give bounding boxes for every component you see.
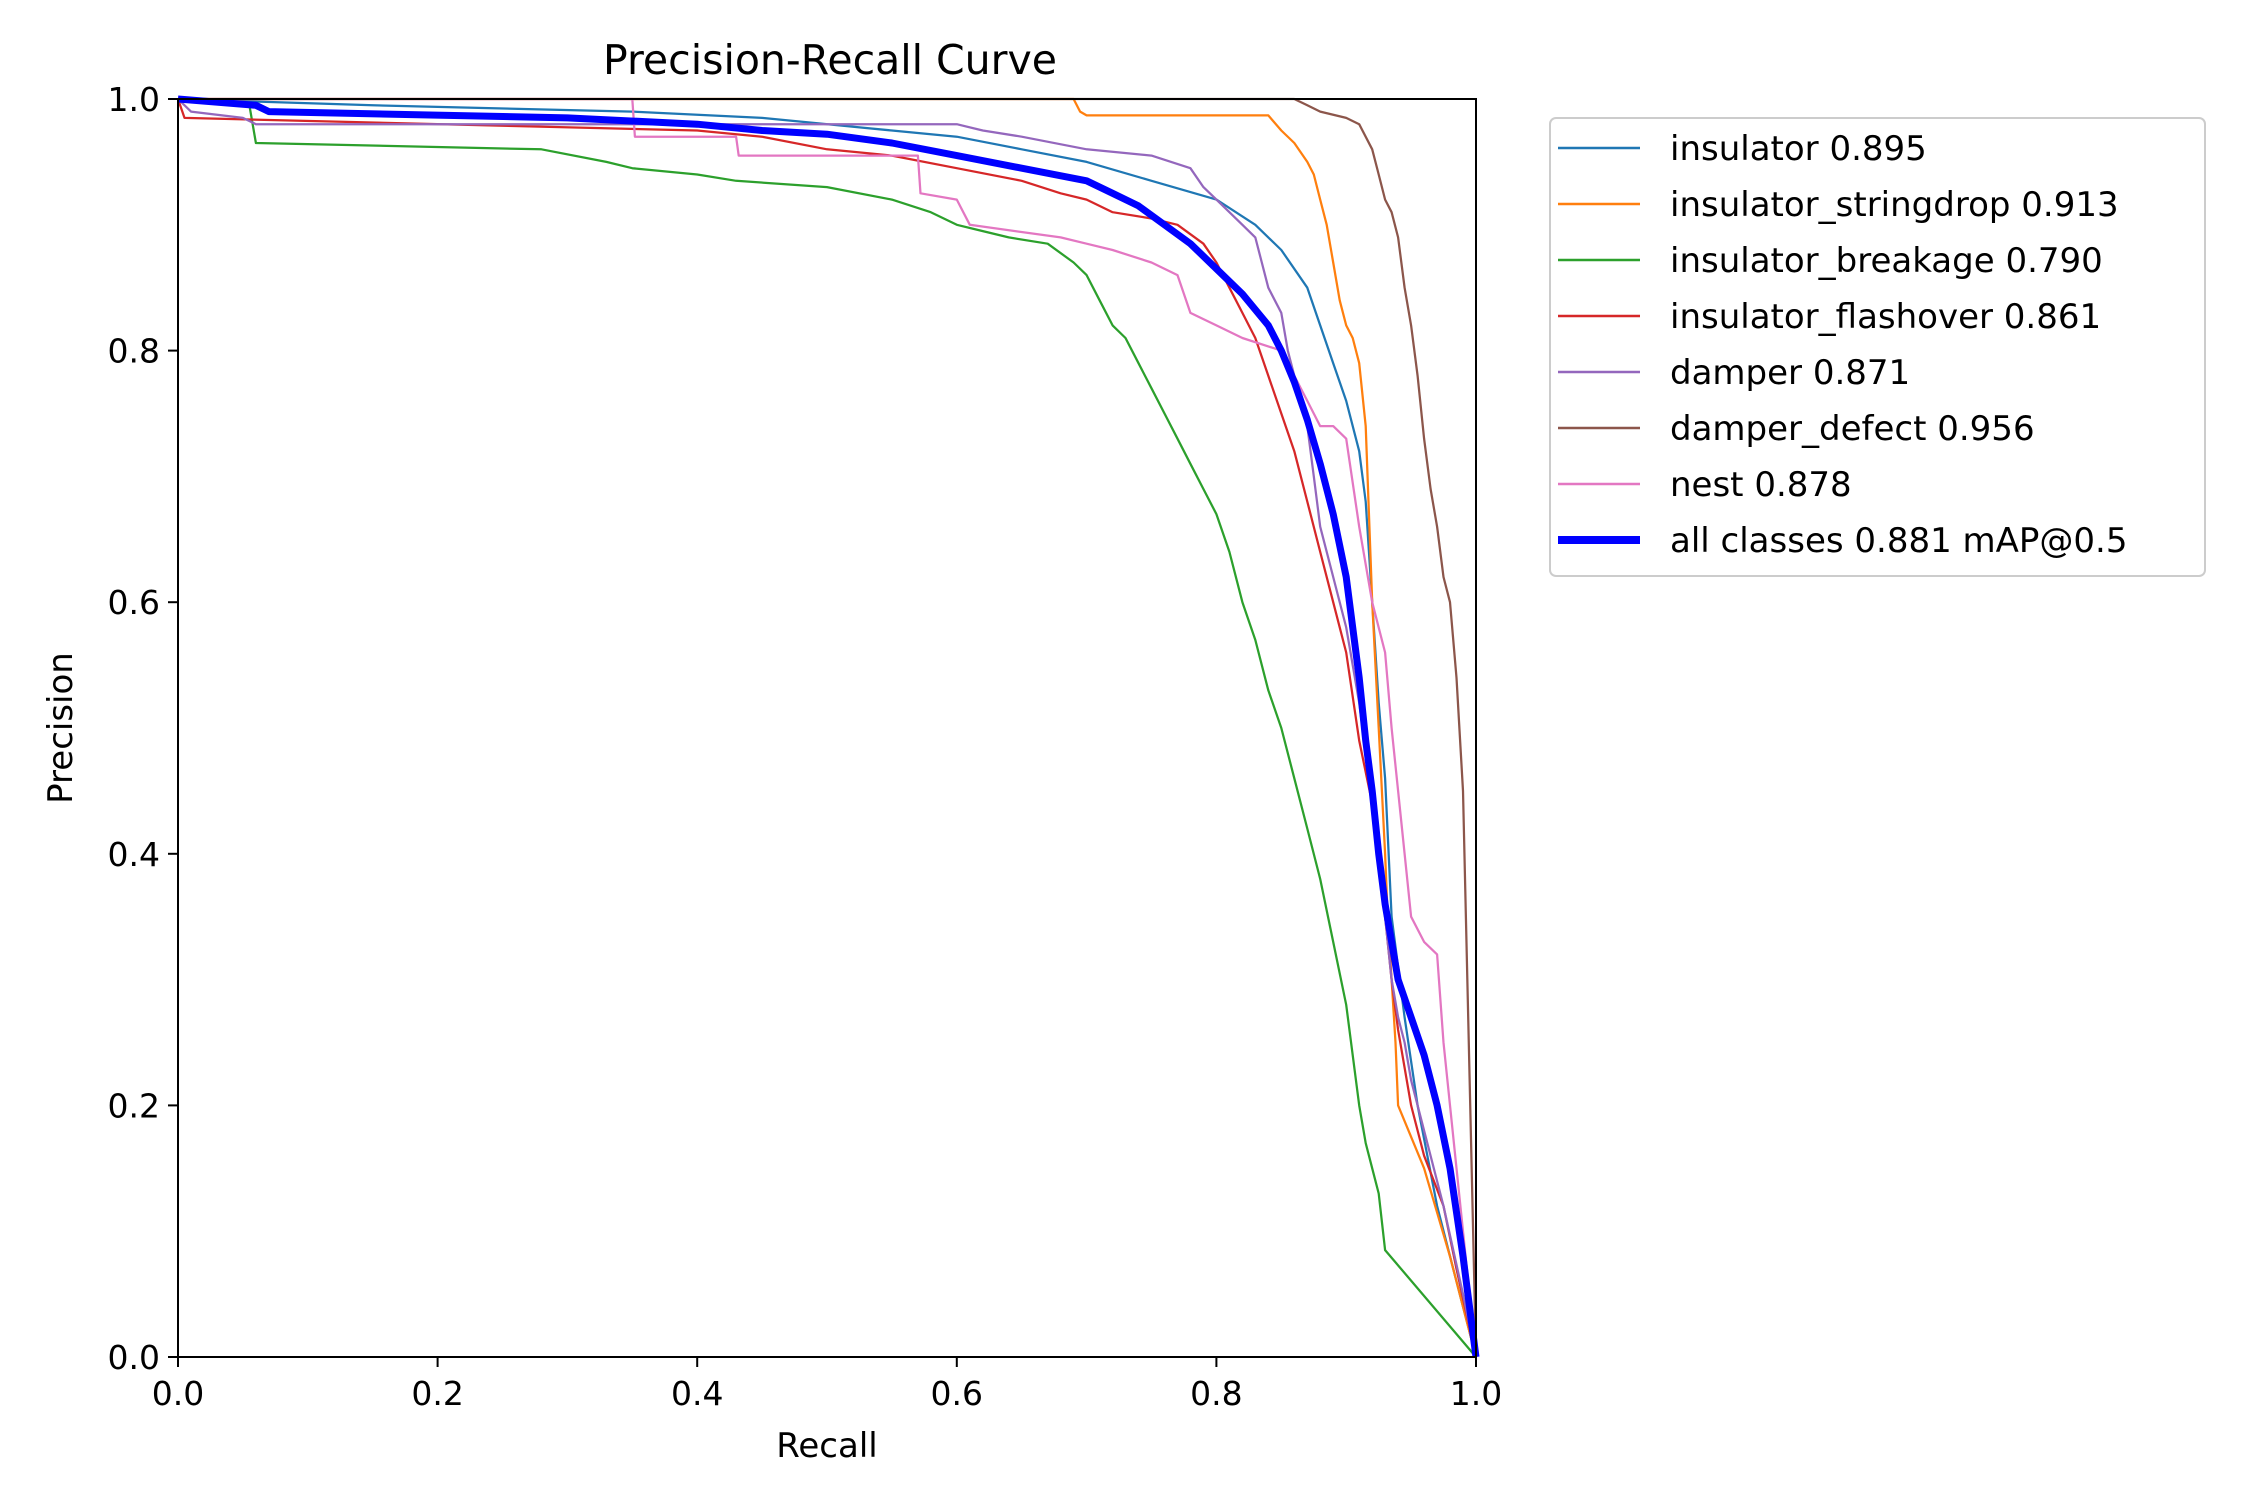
y-axis-label: Precision: [41, 652, 81, 804]
legend-label: insulator_flashover 0.861: [1670, 297, 2101, 337]
pr-curve-all-classes: [177, 95, 1480, 1358]
legend-label: insulator 0.895: [1670, 129, 1927, 169]
legend-label: damper 0.871: [1670, 353, 1910, 393]
legend-box: [1549, 117, 2206, 577]
y-tick-label: 1.0: [108, 80, 160, 119]
x-tick-label: 0.2: [411, 1374, 463, 1413]
y-axis-ticks: 0.0 0.2 0.4 0.6 0.8 1.0: [108, 80, 178, 1377]
y-tick-label: 0.8: [108, 332, 160, 371]
legend-label: insulator_stringdrop 0.913: [1670, 185, 2119, 225]
plot-frame: [177, 98, 1477, 1358]
legend-entries: insulator 0.895 insulator_stringdrop 0.91…: [1558, 129, 2127, 561]
pr-curve-damper: [177, 98, 1478, 1358]
y-tick-label: 0.2: [108, 1086, 160, 1125]
legend-label: insulator_breakage 0.790: [1670, 241, 2103, 281]
chart-title: Precision-Recall Curve: [603, 36, 1057, 84]
legend-label: all classes 0.881 mAP@0.5: [1670, 521, 2127, 561]
x-tick-label: 0.0: [152, 1374, 204, 1413]
legend-label: nest 0.878: [1670, 465, 1852, 505]
pr-curve-damper-defect: [178, 97, 1478, 1358]
x-axis-ticks: 0.0 0.2 0.4 0.6 0.8 1.0: [152, 1357, 1502, 1413]
x-tick-label: 1.0: [1450, 1374, 1502, 1413]
x-axis-label: Recall: [776, 1426, 877, 1466]
legend: insulator 0.895 insulator_stringdrop 0.91…: [1549, 117, 2206, 577]
y-tick-label: 0.4: [108, 835, 160, 874]
curves-group: [176, 95, 1480, 1358]
y-tick-label: 0.0: [108, 1338, 160, 1377]
x-tick-label: 0.4: [671, 1374, 723, 1413]
pr-curve-insulator-flashover: [176, 98, 1478, 1358]
pr-curve-insulator-breakage: [177, 97, 1477, 1358]
y-tick-label: 0.6: [108, 583, 160, 622]
pr-curve-insulator-stringdrop: [178, 97, 1478, 1358]
x-tick-label: 0.6: [931, 1374, 983, 1413]
legend-label: damper_defect 0.956: [1670, 409, 2035, 449]
x-tick-label: 0.8: [1190, 1374, 1242, 1413]
